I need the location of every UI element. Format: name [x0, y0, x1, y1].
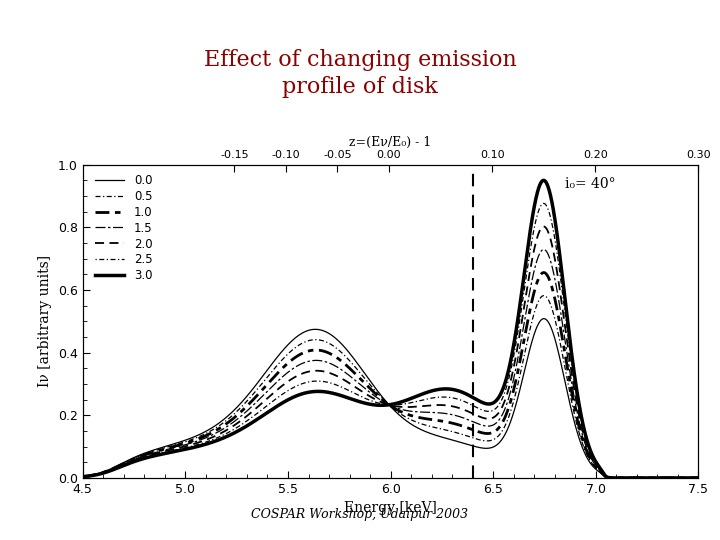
X-axis label: Energy [keV]: Energy [keV] — [344, 501, 437, 515]
X-axis label: z=(Eν/E₀) - 1: z=(Eν/E₀) - 1 — [349, 136, 432, 148]
Y-axis label: Iν [arbitrary units]: Iν [arbitrary units] — [38, 255, 53, 387]
Text: i₀= 40°: i₀= 40° — [565, 177, 616, 191]
Legend: 0.0, 0.5, 1.0, 1.5, 2.0, 2.5, 3.0: 0.0, 0.5, 1.0, 1.5, 2.0, 2.5, 3.0 — [95, 174, 153, 282]
Text: Effect of changing emission
profile of disk: Effect of changing emission profile of d… — [204, 49, 516, 98]
Text: COSPAR Workshop, Udaipur 2003: COSPAR Workshop, Udaipur 2003 — [251, 508, 469, 521]
